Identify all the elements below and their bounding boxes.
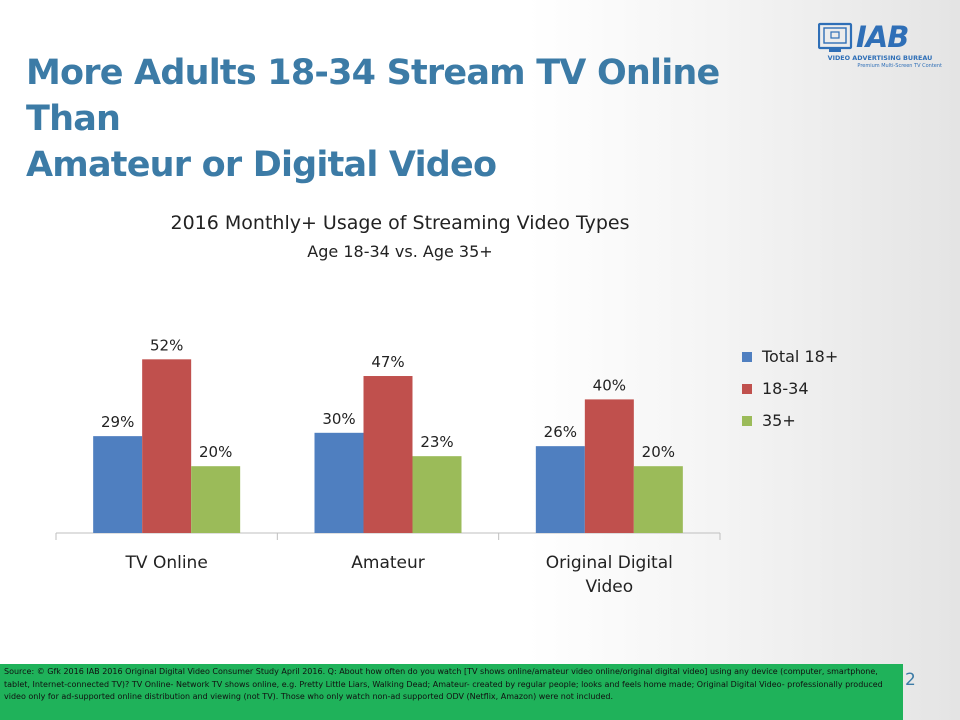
tv-screen-icon <box>817 22 853 52</box>
chart-title: 2016 Monthly+ Usage of Streaming Video T… <box>170 212 630 234</box>
slide-title: More Adults 18-34 Stream TV Online Than … <box>26 50 786 188</box>
logo-line-2: Premium Multi-Screen TV Content <box>857 63 942 69</box>
slide-title-line-1: More Adults 18-34 Stream TV Online Than <box>26 53 720 139</box>
source-text: Source: © Gfk 2016 IAB 2016 Original Dig… <box>4 667 883 701</box>
slide-title-line-2: Amateur or Digital Video <box>26 145 497 185</box>
source-footnote: Source: © Gfk 2016 IAB 2016 Original Dig… <box>0 664 903 720</box>
logo-wordmark: IAB <box>856 20 909 54</box>
logo-line-1: VIDEO ADVERTISING BUREAU <box>827 54 933 62</box>
chart-subtitle: Age 18-34 vs. Age 35+ <box>307 242 493 261</box>
page-number: 2 <box>905 670 916 690</box>
vab-logo: IAB VIDEO ADVERTISING BUREAU Premium Mul… <box>817 20 942 74</box>
